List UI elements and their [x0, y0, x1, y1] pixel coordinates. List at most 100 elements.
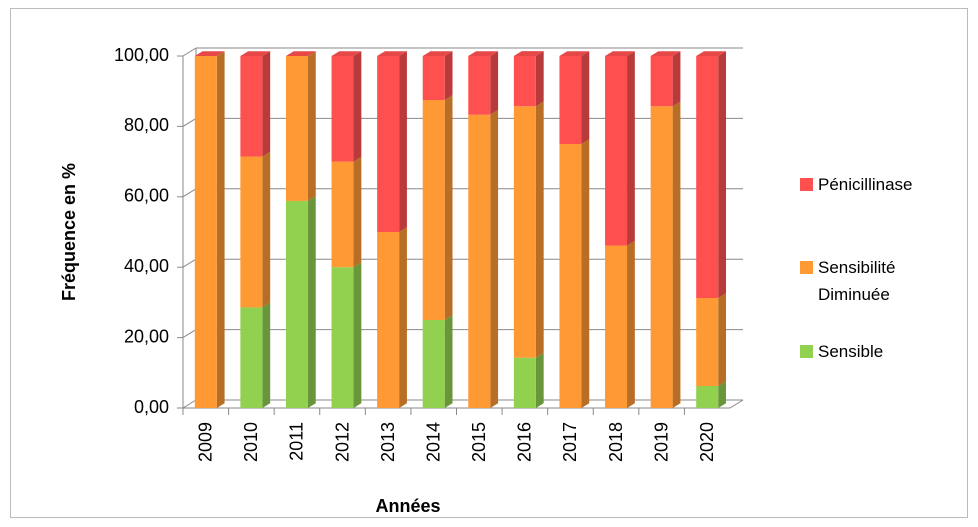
x-tick-label: 2015 — [469, 422, 489, 462]
bar-top — [377, 51, 407, 56]
bar-side — [490, 109, 499, 408]
bar-side — [353, 51, 362, 162]
bar-segment — [240, 151, 271, 308]
bar-front — [696, 386, 719, 408]
bar-top — [696, 51, 727, 56]
bar-front — [513, 55, 536, 107]
bar-side — [444, 51, 453, 100]
bar-segment — [513, 101, 544, 358]
grid-line-side — [182, 47, 197, 57]
bar-top — [331, 51, 362, 56]
bar-side — [307, 51, 316, 201]
y-tick-label: 100,00 — [114, 45, 169, 65]
bar-side — [718, 51, 727, 299]
bar-segment — [513, 352, 544, 408]
grid-line-side — [182, 399, 197, 409]
grid-line-side — [182, 329, 197, 339]
bar-front — [650, 56, 673, 107]
bar-top — [285, 51, 316, 56]
bar-segment — [377, 51, 407, 233]
x-tick-label: 2012 — [332, 422, 352, 462]
bar-front — [468, 114, 491, 408]
bar-side — [353, 156, 362, 268]
grid-line-side — [182, 258, 197, 268]
bar-front — [422, 320, 445, 408]
bar-side — [353, 262, 362, 408]
x-tick-label: 2013 — [378, 422, 398, 462]
bar-top — [422, 51, 453, 56]
bar-front — [650, 106, 673, 409]
bar-side — [627, 51, 635, 246]
bar-front — [285, 200, 308, 408]
bar-side — [262, 151, 271, 308]
bar-front — [468, 56, 491, 115]
bar-segment — [331, 156, 362, 268]
bar-segment — [559, 139, 590, 408]
bar-segment — [559, 51, 590, 145]
bar-front — [513, 106, 536, 358]
x-tick-label: 2020 — [697, 422, 717, 462]
bar-side — [672, 51, 681, 107]
x-tick-label: 2019 — [651, 422, 671, 462]
bar-front — [285, 56, 308, 201]
bar-front — [331, 56, 354, 162]
x-tick-label: 2018 — [606, 422, 626, 462]
bar-side — [535, 352, 544, 408]
bar-front — [240, 156, 263, 308]
y-tick-label: 60,00 — [124, 186, 169, 206]
y-tick-label: 20,00 — [124, 326, 169, 346]
bar-side — [262, 302, 271, 408]
bar-side — [444, 95, 453, 320]
bar-segment — [422, 51, 453, 100]
bar-front — [605, 56, 628, 246]
y-axis-title: Fréquence en % — [59, 163, 79, 301]
bar-side — [262, 51, 271, 157]
bar-side — [535, 101, 544, 358]
bar-front — [377, 56, 400, 232]
bar-top — [605, 51, 635, 56]
bar-segment — [696, 51, 727, 299]
bar-segment — [468, 109, 499, 408]
bar-front — [422, 100, 445, 320]
bar-segment — [650, 51, 681, 107]
grid-line-side — [182, 188, 197, 198]
legend-label: Sensibilité Diminuée — [818, 258, 896, 304]
bar-segment — [422, 95, 453, 320]
bar-segment — [650, 101, 681, 409]
bar-top — [194, 51, 225, 56]
y-tick-label: 40,00 — [124, 256, 169, 276]
bar-front — [559, 144, 582, 408]
bar-segment — [285, 51, 316, 201]
bar-top — [559, 51, 590, 56]
bar-front — [696, 298, 719, 386]
bar-top — [650, 51, 681, 56]
bar-segment — [194, 51, 225, 408]
floor-right — [729, 399, 744, 409]
bar-side — [581, 51, 590, 145]
bar-segment — [240, 51, 271, 157]
bar-segment — [696, 381, 727, 408]
grid-line-side — [182, 117, 197, 127]
bar-front — [696, 56, 719, 298]
legend-label: Pénicillinase — [818, 175, 913, 194]
x-tick-label: 2016 — [515, 422, 535, 462]
bar-side — [718, 293, 727, 386]
bar-side — [490, 51, 499, 115]
x-tick-label: 2011 — [287, 422, 307, 461]
bar-segment — [605, 51, 635, 246]
bar-front — [422, 56, 445, 100]
legend-swatch — [800, 178, 813, 191]
x-tick-label: 2009 — [196, 422, 216, 462]
bar-front — [559, 56, 582, 144]
x-tick-label: 2014 — [423, 422, 443, 462]
bar-side — [399, 51, 407, 233]
bar-side — [581, 139, 590, 408]
bar-front — [240, 56, 263, 157]
legend-swatch — [800, 261, 813, 274]
bar-front — [331, 267, 354, 408]
bar-side — [535, 51, 544, 107]
bar-segment — [285, 196, 316, 408]
bar-front — [513, 357, 536, 408]
